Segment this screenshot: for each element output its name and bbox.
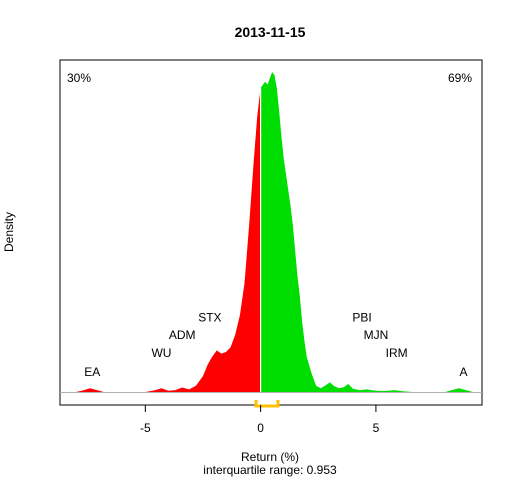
outlier-label-wu: WU [151, 346, 171, 360]
y-axis-label: Density [2, 212, 16, 252]
outlier-label-mjn: MJN [364, 328, 389, 342]
outlier-label-stx: STX [198, 311, 221, 325]
outlier-label-pbi: PBI [352, 311, 371, 325]
chart-title: 2013-11-15 [235, 24, 306, 40]
x-axis: -5 0 5 [140, 405, 380, 435]
x-tick-label: 5 [373, 421, 380, 435]
density-area [60, 72, 482, 408]
iqr-bracket [254, 400, 280, 408]
iqr-subtitle: interquartile range: 0.953 [203, 463, 337, 477]
negative-density-area [76, 88, 261, 392]
outlier-label-irm: IRM [386, 346, 408, 360]
x-axis-label: Return (%) [241, 450, 299, 464]
x-tick-label: -5 [140, 421, 151, 435]
x-tick-label: 0 [257, 421, 264, 435]
outlier-label-ea: EA [84, 365, 100, 379]
percent-negative-label: 30% [67, 71, 91, 85]
positive-density-area [260, 72, 473, 392]
percent-positive-label: 69% [448, 71, 472, 85]
outlier-label-a: A [460, 365, 468, 379]
outlier-label-adm: ADM [169, 328, 196, 342]
